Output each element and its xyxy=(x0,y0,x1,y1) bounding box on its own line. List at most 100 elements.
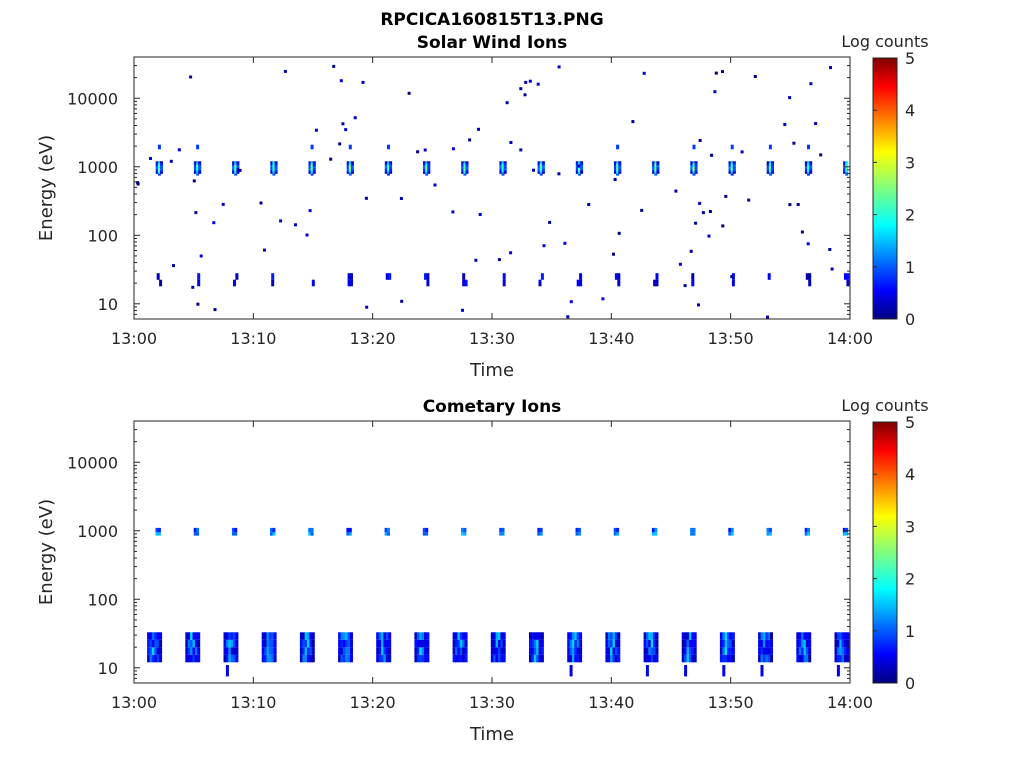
heatmap-cell xyxy=(221,202,225,206)
heatmap-cell xyxy=(616,163,620,166)
heatmap-cell xyxy=(796,203,800,206)
heatmap-cell xyxy=(618,161,622,164)
heatmap-cell xyxy=(577,164,581,168)
heatmap-cell xyxy=(498,639,501,648)
heatmap-cell xyxy=(843,161,847,164)
heatmap-cell xyxy=(308,170,312,173)
heatmap-cell xyxy=(185,632,189,640)
heatmap-cell xyxy=(414,632,418,640)
heatmap-cell xyxy=(686,632,690,640)
heatmap-cell xyxy=(688,654,692,663)
heatmap-cell xyxy=(698,201,702,205)
heatmap-cell xyxy=(274,161,278,164)
heatmap-cell xyxy=(730,171,734,174)
heatmap-cell xyxy=(845,173,849,176)
heatmap-cell xyxy=(722,639,726,648)
heatmap-cell xyxy=(348,173,352,176)
heatmap-cell xyxy=(455,654,458,663)
heatmap-cell xyxy=(768,168,772,171)
heatmap-cell xyxy=(722,632,726,640)
heatmap-cell xyxy=(463,164,467,167)
heatmap-cell xyxy=(272,164,276,167)
heatmap-cell xyxy=(690,168,694,171)
heatmap-cell xyxy=(691,279,695,287)
heatmap-cell xyxy=(798,639,802,648)
heatmap-cell xyxy=(580,164,584,167)
heatmap-cell xyxy=(768,163,772,166)
heatmap-cell xyxy=(304,639,308,648)
heatmap-cell xyxy=(801,654,805,663)
heatmap-cell xyxy=(836,654,840,663)
heatmap-cell xyxy=(796,647,800,655)
heatmap-cell xyxy=(574,647,578,655)
heatmap-cell xyxy=(426,654,430,663)
heatmap-cell xyxy=(156,632,160,640)
heatmap-cell xyxy=(451,210,455,214)
heatmap-cell xyxy=(767,647,771,655)
heatmap-cell xyxy=(452,654,456,663)
heatmap-cell xyxy=(236,168,240,172)
heatmap-cell xyxy=(539,532,543,536)
heatmap-cell xyxy=(694,168,698,171)
y-tick-label: 10 xyxy=(98,295,118,314)
heatmap-cell xyxy=(463,166,467,169)
heatmap-cell xyxy=(654,168,658,171)
heatmap-cell xyxy=(531,654,535,663)
heatmap-cell xyxy=(771,166,774,169)
heatmap-cell xyxy=(613,532,617,536)
x-tick-label: 13:40 xyxy=(588,329,634,348)
heatmap-cell xyxy=(656,170,660,173)
colorbar-tick-label: 0 xyxy=(905,674,915,693)
heatmap-cell xyxy=(732,163,736,166)
heatmap-cell xyxy=(348,532,352,536)
heatmap-cell xyxy=(731,279,735,287)
heatmap-cell xyxy=(433,183,437,187)
heatmap-cell xyxy=(846,632,850,640)
heatmap-cell xyxy=(809,171,813,174)
heatmap-cell xyxy=(196,173,200,176)
heatmap-cell xyxy=(616,144,620,150)
heatmap-cell xyxy=(160,170,163,173)
heatmap-cell xyxy=(529,639,532,648)
heatmap-cell xyxy=(387,171,390,174)
heatmap-cell xyxy=(273,654,277,663)
heatmap-cell xyxy=(698,139,702,142)
heatmap-cell xyxy=(537,161,541,164)
heatmap-cell xyxy=(172,264,175,268)
heatmap-cell xyxy=(238,168,242,172)
heatmap-cell xyxy=(495,639,499,648)
heatmap-cell xyxy=(459,632,463,640)
heatmap-cell xyxy=(730,166,734,169)
heatmap-cell xyxy=(728,163,732,166)
heatmap-cell xyxy=(304,632,308,640)
heatmap-cell xyxy=(766,527,770,533)
heatmap-cell xyxy=(230,639,234,648)
heatmap-cell xyxy=(274,166,278,169)
heatmap-cell xyxy=(477,127,480,131)
heatmap-cell xyxy=(539,163,543,166)
heatmap-cell xyxy=(232,170,236,173)
heatmap-cell xyxy=(766,164,770,167)
heatmap-cell xyxy=(427,170,431,173)
heatmap-cell xyxy=(762,654,766,663)
heatmap-cell xyxy=(348,163,352,166)
heatmap-cell xyxy=(690,163,694,166)
heatmap-cell xyxy=(683,284,687,288)
heatmap-cell xyxy=(653,654,657,663)
heatmap-cell xyxy=(342,639,346,648)
heatmap-cell xyxy=(567,654,571,663)
heatmap-cell xyxy=(828,248,832,251)
heatmap-cell xyxy=(414,647,418,655)
heatmap-cell xyxy=(236,163,240,166)
heatmap-cell xyxy=(461,168,465,171)
heatmap-cell xyxy=(539,170,543,173)
heatmap-cell xyxy=(652,163,656,166)
heatmap-cell xyxy=(192,654,196,663)
heatmap-cell xyxy=(270,163,274,166)
heatmap-cell xyxy=(461,161,465,164)
heatmap-cell xyxy=(569,632,573,640)
heatmap-cell xyxy=(381,639,384,648)
heatmap-cell xyxy=(575,170,579,173)
heatmap-cell xyxy=(805,647,809,655)
heatmap-cell xyxy=(724,639,728,648)
